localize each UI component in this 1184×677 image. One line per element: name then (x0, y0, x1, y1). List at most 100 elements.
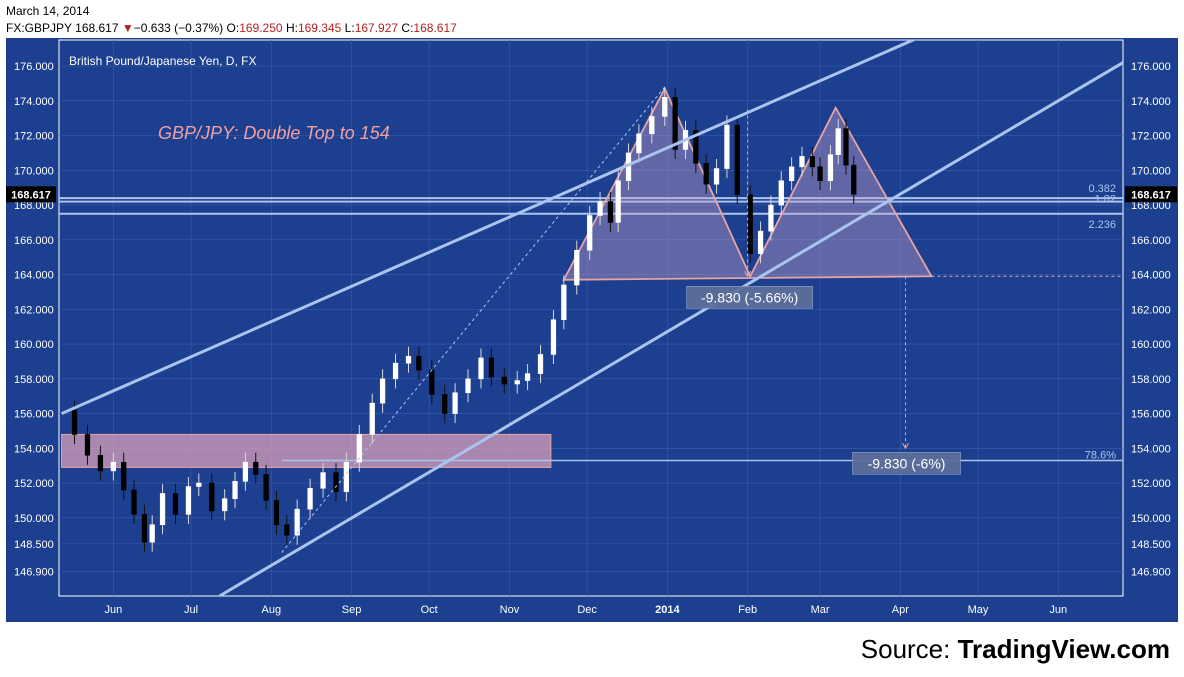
y-tick-label-right: 152.000 (1131, 478, 1171, 490)
x-tick-label: Apr (892, 604, 909, 616)
candle-body (222, 498, 228, 512)
candle-body (713, 168, 720, 185)
candle-body (273, 500, 280, 526)
open-label: O: (226, 21, 240, 35)
open-value: 169.250 (239, 21, 283, 35)
candle-body (768, 204, 774, 232)
candle-body (416, 355, 422, 371)
channel-upper (60, 40, 917, 415)
pattern-height-label: -9.830 (-5.66%) (701, 289, 798, 305)
header-date: March 14, 2014 (6, 4, 90, 18)
candle-body (799, 156, 805, 168)
candle-body (253, 461, 259, 475)
y-tick-label-right: 146.900 (1131, 567, 1171, 579)
price-change: −0.633 (−0.37%) (133, 21, 224, 35)
dashed-trend-line (281, 86, 666, 553)
candle-body (778, 180, 784, 206)
y-tick-label-right: 176.000 (1131, 61, 1171, 73)
candle-body (263, 474, 269, 501)
x-tick-label: Jun (104, 604, 122, 616)
candle-body (597, 201, 603, 216)
candle-body (320, 472, 326, 489)
candle-body (121, 461, 127, 491)
y-tick-label-left: 160.000 (14, 339, 54, 351)
y-tick-label-left: 166.000 (14, 235, 54, 247)
last-price-tag-left (6, 186, 56, 203)
down-arrow-icon: ▼ (121, 21, 134, 35)
candle-body (835, 128, 841, 155)
candle-body (587, 215, 593, 251)
x-tick-label: Feb (738, 604, 757, 616)
y-tick-label-left: 156.000 (14, 409, 54, 421)
candle-body (379, 378, 386, 404)
candle-body (185, 486, 192, 515)
high-value: 169.345 (297, 21, 342, 35)
candle-body (442, 394, 448, 414)
y-tick-label-right: 166.000 (1131, 235, 1171, 247)
symbol-label[interactable]: FX:GBPJPY (6, 21, 72, 35)
y-tick-label-left: 152.000 (14, 478, 54, 490)
y-tick-label-right: 150.000 (1131, 513, 1171, 525)
channel-lower (218, 61, 1123, 596)
candle-body (71, 409, 78, 435)
last-price-tag-right (1125, 186, 1177, 203)
target-projection-label: -9.830 (-6%) (868, 455, 946, 471)
fib-level-label: 1.82 (1095, 194, 1116, 206)
candle-body (789, 166, 795, 182)
low-label: L: (344, 21, 355, 35)
candle-body (757, 230, 764, 255)
target-projection-label-box (852, 452, 961, 475)
measures (744, 109, 909, 450)
candle-body (809, 156, 815, 168)
grid (59, 40, 1123, 596)
x-tick-label: Jul (184, 604, 198, 616)
candle-body (141, 514, 148, 543)
close-label: C: (401, 21, 414, 35)
source-name[interactable]: TradingView.com (957, 634, 1170, 664)
candle-body (478, 357, 484, 380)
candle-body (607, 201, 614, 223)
candle-body (294, 508, 300, 536)
candle-body (734, 124, 740, 195)
fib-level-label: 2.236 (1088, 219, 1116, 231)
candle-body (561, 284, 567, 321)
candle-body (843, 128, 849, 166)
candles (71, 87, 857, 552)
x-tick-label: Oct (421, 604, 438, 616)
candle-body (672, 97, 678, 150)
fib-levels (59, 197, 1123, 462)
y-tick-label-right: 164.000 (1131, 270, 1171, 282)
y-tick-label-left: 146.900 (14, 567, 54, 579)
candle-body (501, 376, 507, 385)
x-tick-label: May (968, 604, 989, 616)
price-chart[interactable]: 146.900 146.900 148.500 148.500 150.000 150.0… (0, 38, 1184, 623)
candle-body (209, 482, 215, 512)
candle-body (851, 164, 857, 195)
y-tick-label-right: 148.500 (1131, 539, 1171, 551)
candle-body (97, 454, 104, 472)
fib-level-label: 0.382 (1088, 183, 1116, 195)
y-tick-label-left: 158.000 (14, 374, 54, 386)
candle-body (429, 369, 435, 395)
candle-body (356, 434, 362, 463)
candle-body (159, 493, 166, 526)
last-price-label-left: 168.617 (11, 189, 51, 201)
y-tick-label-right: 168.000 (1131, 200, 1171, 212)
candle-body (172, 493, 179, 515)
candle-body (636, 133, 642, 154)
header-quote: FX:GBPJPY 168.617 ▼−0.633 (−0.37%) O:169… (6, 21, 457, 35)
y-tick-label-left: 150.000 (14, 513, 54, 525)
candle-body (392, 362, 399, 380)
candle-body (110, 461, 116, 472)
x-tick-label: Mar (811, 604, 830, 616)
supply-zone-box (61, 433, 552, 468)
candle-body (574, 249, 580, 286)
y-tick-label-right: 162.000 (1131, 304, 1171, 316)
x-tick-label: Nov (500, 604, 520, 616)
supply-zone-layer (61, 433, 552, 468)
candle-body (524, 373, 531, 381)
y-tick-label-left: 164.000 (14, 270, 54, 282)
candle-body (724, 124, 730, 169)
y-tick-label-left: 162.000 (14, 304, 54, 316)
